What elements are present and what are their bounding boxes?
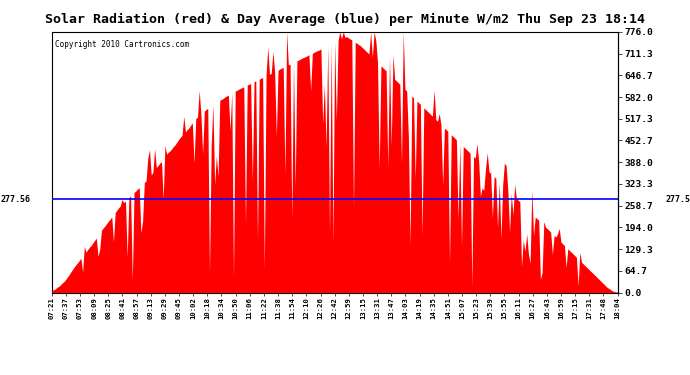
Text: 277.56: 277.56 [1, 195, 30, 204]
Text: Solar Radiation (red) & Day Average (blue) per Minute W/m2 Thu Sep 23 18:14: Solar Radiation (red) & Day Average (blu… [45, 13, 645, 26]
Text: Copyright 2010 Cartronics.com: Copyright 2010 Cartronics.com [55, 40, 188, 49]
Text: 277.56: 277.56 [666, 195, 690, 204]
